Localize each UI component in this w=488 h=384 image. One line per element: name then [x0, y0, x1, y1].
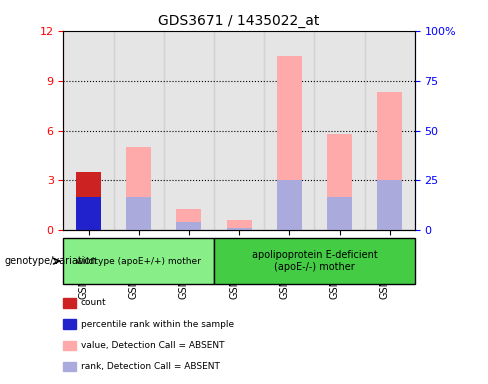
Bar [76, 207, 101, 230]
Text: rank, Detection Call = ABSENT: rank, Detection Call = ABSENT [81, 362, 220, 371]
Text: apolipoprotein E-deficient
(apoE-/-) mother: apolipoprotein E-deficient (apoE-/-) mot… [251, 250, 377, 272]
Bar [327, 134, 352, 230]
Text: genotype/variation: genotype/variation [5, 256, 98, 266]
Bar [63, 31, 114, 230]
Bar [76, 197, 101, 230]
Bar [226, 220, 252, 230]
Bar [164, 31, 214, 230]
Title: GDS3671 / 1435022_at: GDS3671 / 1435022_at [159, 14, 320, 28]
Bar [214, 31, 264, 230]
Bar [377, 92, 402, 230]
Text: percentile rank within the sample: percentile rank within the sample [81, 319, 234, 329]
Bar [114, 31, 164, 230]
Bar [76, 172, 101, 230]
Bar [277, 56, 302, 230]
Bar [377, 180, 402, 230]
Bar [176, 222, 202, 230]
Bar [76, 197, 101, 230]
Bar [365, 31, 415, 230]
Bar [226, 228, 252, 230]
Text: value, Detection Call = ABSENT: value, Detection Call = ABSENT [81, 341, 224, 350]
Bar [126, 147, 151, 230]
Bar [327, 197, 352, 230]
Bar [314, 31, 365, 230]
Bar [126, 197, 151, 230]
Text: count: count [81, 298, 106, 308]
Bar [176, 209, 202, 230]
Bar [264, 31, 314, 230]
Text: wildtype (apoE+/+) mother: wildtype (apoE+/+) mother [76, 257, 201, 266]
Bar [277, 180, 302, 230]
